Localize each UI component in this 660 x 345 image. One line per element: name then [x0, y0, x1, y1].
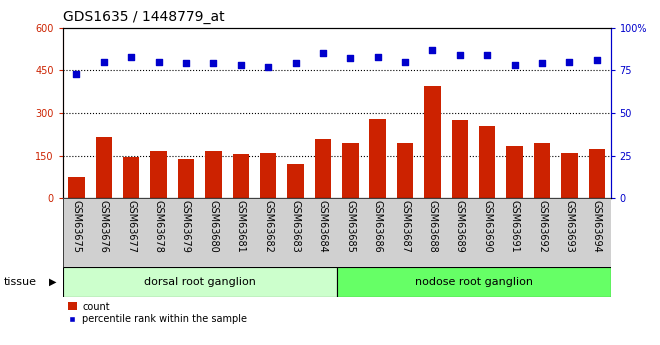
Bar — [260, 153, 277, 198]
Point — [400, 59, 411, 65]
Point — [263, 64, 273, 70]
Bar — [561, 153, 578, 198]
Text: GSM63687: GSM63687 — [400, 200, 410, 253]
Point — [290, 61, 301, 66]
Text: ▶: ▶ — [49, 277, 56, 287]
Bar — [397, 143, 413, 198]
Text: tissue: tissue — [3, 277, 36, 287]
Text: GSM63689: GSM63689 — [455, 200, 465, 253]
Bar — [145, 198, 172, 267]
Bar — [424, 86, 441, 198]
Text: GSM63684: GSM63684 — [318, 200, 328, 253]
Bar — [315, 139, 331, 198]
Point — [482, 52, 492, 58]
Bar — [63, 198, 90, 267]
Legend: count, percentile rank within the sample: count, percentile rank within the sample — [67, 302, 247, 325]
Bar — [370, 119, 386, 198]
Bar — [205, 151, 222, 198]
Bar — [446, 198, 473, 267]
Bar — [534, 143, 550, 198]
Point — [236, 62, 246, 68]
Text: GSM63677: GSM63677 — [126, 200, 136, 254]
Bar — [68, 177, 84, 198]
Text: GSM63675: GSM63675 — [71, 200, 81, 254]
Point — [317, 50, 328, 56]
Text: nodose root ganglion: nodose root ganglion — [414, 277, 533, 287]
Bar — [364, 198, 391, 267]
Bar — [474, 198, 501, 267]
Bar — [227, 198, 255, 267]
Text: GSM63685: GSM63685 — [345, 200, 355, 253]
Bar — [287, 164, 304, 198]
Point — [510, 62, 520, 68]
Point — [537, 61, 547, 66]
Bar — [90, 198, 117, 267]
Text: GSM63692: GSM63692 — [537, 200, 547, 253]
Bar — [556, 198, 583, 267]
Bar — [479, 126, 496, 198]
Bar — [63, 267, 337, 297]
Bar — [255, 198, 282, 267]
Bar — [451, 120, 468, 198]
Text: GSM63678: GSM63678 — [154, 200, 164, 253]
Point — [564, 59, 575, 65]
Text: GSM63694: GSM63694 — [592, 200, 602, 253]
Bar — [337, 267, 610, 297]
Text: GSM63688: GSM63688 — [428, 200, 438, 253]
Point — [153, 59, 164, 65]
Point — [98, 59, 109, 65]
Bar — [96, 137, 112, 198]
Text: GSM63681: GSM63681 — [236, 200, 246, 253]
Text: GSM63691: GSM63691 — [510, 200, 519, 253]
Point — [455, 52, 465, 58]
Text: GDS1635 / 1448779_at: GDS1635 / 1448779_at — [63, 10, 224, 24]
Bar — [309, 198, 337, 267]
Text: GSM63679: GSM63679 — [181, 200, 191, 253]
Text: GSM63680: GSM63680 — [209, 200, 218, 253]
Bar — [529, 198, 556, 267]
Bar — [150, 151, 167, 198]
Bar — [232, 154, 249, 198]
Point — [71, 71, 82, 77]
Bar — [282, 198, 309, 267]
Point — [181, 61, 191, 66]
Bar — [123, 157, 139, 198]
Text: GSM63693: GSM63693 — [564, 200, 574, 253]
Point — [591, 57, 602, 63]
Bar — [178, 158, 194, 198]
Bar — [199, 198, 227, 267]
Point — [427, 47, 438, 52]
Bar — [117, 198, 145, 267]
Text: GSM63686: GSM63686 — [373, 200, 383, 253]
Bar — [342, 143, 358, 198]
Text: GSM63676: GSM63676 — [99, 200, 109, 253]
Text: GSM63690: GSM63690 — [482, 200, 492, 253]
Text: GSM63683: GSM63683 — [290, 200, 300, 253]
Bar — [391, 198, 418, 267]
Point — [208, 61, 218, 66]
Bar — [172, 198, 200, 267]
Bar — [337, 198, 364, 267]
Bar — [506, 146, 523, 198]
Point — [126, 54, 137, 59]
Text: GSM63682: GSM63682 — [263, 200, 273, 253]
Bar — [418, 198, 446, 267]
Text: dorsal root ganglion: dorsal root ganglion — [144, 277, 255, 287]
Bar — [589, 149, 605, 198]
Point — [345, 56, 356, 61]
Bar — [583, 198, 611, 267]
Point — [372, 54, 383, 59]
Bar — [501, 198, 529, 267]
